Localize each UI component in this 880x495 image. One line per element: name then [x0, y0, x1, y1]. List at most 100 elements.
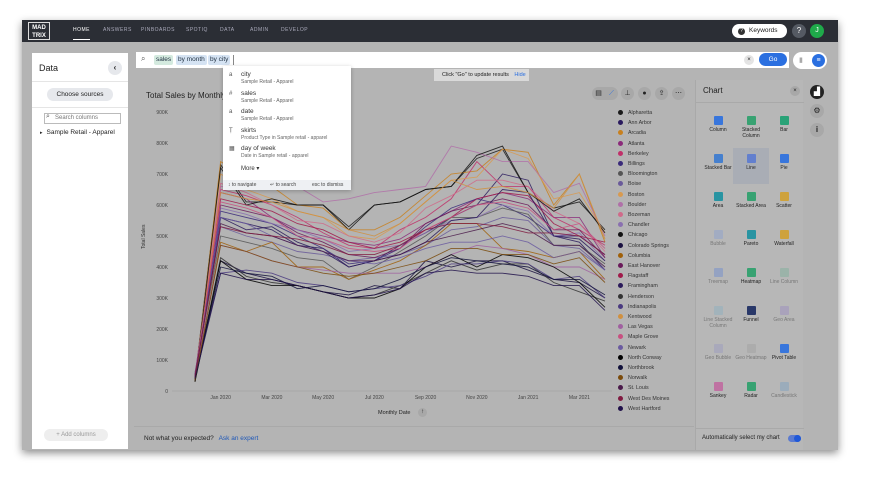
legend-item[interactable]: St. Louis — [618, 385, 649, 391]
series-line-colorado-springs[interactable] — [194, 260, 606, 378]
x-axis-title[interactable]: Monthly Date — [378, 410, 411, 416]
chart-type-geo-area[interactable]: Geo Area — [766, 300, 802, 336]
tree-item-sample-retail[interactable]: ▸ Sample Retail - Apparel — [40, 129, 115, 136]
nav-tab-spotiq[interactable]: SPOTIQ — [186, 27, 208, 33]
search-token-by-month[interactable]: by month — [176, 55, 207, 65]
search-columns-input[interactable]: Search columns — [44, 113, 121, 124]
clear-search-button[interactable]: × — [744, 55, 754, 65]
choose-sources-button[interactable]: Choose sources — [47, 88, 113, 101]
series-line-west-des-moines[interactable] — [194, 223, 606, 376]
chart-icon[interactable]: ▟ — [810, 85, 824, 99]
legend-item[interactable]: Newark — [618, 345, 646, 351]
chart-type-column[interactable]: Column — [700, 110, 736, 146]
legend-item[interactable]: Atlanta — [618, 141, 645, 147]
series-line-west-hartford[interactable] — [194, 269, 606, 379]
chart-type-stacked-column[interactable]: Stacked Column — [733, 110, 769, 146]
suggestion-sales[interactable]: # sales Sample Retail - Apparel — [229, 90, 294, 104]
legend-item[interactable]: Kentwood — [618, 314, 652, 320]
table-icon[interactable]: ▤ — [595, 90, 602, 97]
go-button[interactable]: Go — [759, 53, 787, 66]
more-suggestions-button[interactable]: More ▾ — [241, 166, 260, 172]
close-chart-panel-button[interactable]: × — [790, 86, 800, 96]
series-line-norwalk[interactable] — [194, 244, 606, 381]
legend-item[interactable]: Billings — [618, 161, 645, 167]
series-line-bloomington[interactable] — [194, 207, 606, 373]
chart-type-treemap[interactable]: Treemap — [700, 262, 736, 298]
chart-type-scatter[interactable]: Scatter — [766, 186, 802, 222]
line-chart-icon[interactable]: ⟋ — [609, 90, 614, 97]
series-line-st-louis[interactable] — [194, 222, 606, 378]
chart-type-radar[interactable]: Radar — [733, 376, 769, 412]
nav-tab-answers[interactable]: ANSWERS — [103, 27, 132, 33]
table-view-icon[interactable]: ≡ — [812, 54, 825, 67]
suggestion-city[interactable]: a city Sample Retail - Apparel — [229, 71, 294, 85]
help-button[interactable]: ? — [792, 24, 806, 38]
nav-tab-pinboards[interactable]: PINBOARDS — [141, 27, 175, 33]
auto-select-toggle[interactable] — [788, 435, 801, 442]
hide-tip-link[interactable]: Hide — [514, 72, 526, 78]
legend-item[interactable]: Indianapolis — [618, 304, 656, 310]
legend-item[interactable]: West Des Moines — [618, 396, 669, 402]
share-icon[interactable]: ⇪ — [655, 87, 668, 100]
view-toggle[interactable]: ▮ ≡ — [793, 52, 827, 69]
legend-item[interactable]: Ann Arbor — [618, 120, 652, 126]
legend-item[interactable]: Colorado Springs — [618, 243, 669, 249]
chart-type-line-column[interactable]: Line Column — [766, 262, 802, 298]
chart-type-line-stacked-column[interactable]: Line Stacked Column — [700, 300, 736, 336]
ask-expert-link[interactable]: Ask an expert — [218, 435, 259, 442]
legend-item[interactable]: Henderson — [618, 294, 654, 300]
chart-type-sankey[interactable]: Sankey — [700, 376, 736, 412]
chart-view-icon[interactable]: ▮ — [799, 57, 803, 64]
series-line-las-vegas[interactable] — [194, 244, 606, 376]
nav-tab-admin[interactable]: ADMIN — [250, 27, 269, 33]
legend-item[interactable]: Boulder — [618, 202, 646, 208]
search-token-sales[interactable]: sales — [154, 55, 174, 65]
avatar[interactable]: J — [810, 24, 824, 38]
legend-item[interactable]: West Hartford — [618, 406, 661, 412]
chart-type-pie[interactable]: Pie — [766, 148, 802, 184]
table-chart-switch[interactable] — [592, 87, 618, 100]
more-icon[interactable]: ⋯ — [672, 87, 685, 100]
series-line-berkeley[interactable] — [194, 160, 606, 381]
suggestion-date[interactable]: a date Sample Retail - Apparel — [229, 108, 294, 122]
legend-item[interactable]: East Hanover — [618, 263, 660, 269]
spotiq-icon[interactable]: ● — [638, 87, 651, 100]
legend-item[interactable]: Bloomington — [618, 171, 657, 177]
chart-type-heatmap[interactable]: Heatmap — [733, 262, 769, 298]
legend-item[interactable]: Chicago — [618, 232, 647, 238]
info-icon[interactable]: i — [810, 123, 824, 137]
legend-item[interactable]: Maple Grove — [618, 334, 658, 340]
add-columns-button[interactable]: + Add columns — [44, 429, 108, 441]
legend-item[interactable]: North Conway — [618, 355, 662, 361]
nav-tab-home[interactable]: HOME — [73, 27, 90, 40]
gear-icon[interactable]: ⚙ — [810, 104, 824, 118]
chart-type-stacked-bar[interactable]: Stacked Bar — [700, 148, 736, 184]
pin-icon[interactable]: ⊥ — [621, 87, 634, 100]
chart-type-geo-heatmap[interactable]: Geo Heatmap — [733, 338, 769, 374]
chart-type-waterfall[interactable]: Waterfall — [766, 224, 802, 260]
legend-item[interactable]: Northbrook — [618, 365, 654, 371]
chart-type-geo-bubble[interactable]: Geo Bubble — [700, 338, 736, 374]
chart-type-funnel[interactable]: Funnel — [733, 300, 769, 336]
series-line-boise[interactable] — [194, 216, 606, 376]
series-line-indianapolis[interactable] — [194, 260, 606, 375]
chart-type-bubble[interactable]: Bubble — [700, 224, 736, 260]
search-bar[interactable]: ⌕ sales by month by city — [136, 52, 789, 68]
legend-item[interactable]: Boston — [618, 192, 645, 198]
legend-item[interactable]: Alpharetta — [618, 110, 652, 116]
sort-icon[interactable]: ↑ — [418, 408, 427, 417]
series-line-columbia[interactable] — [194, 223, 606, 379]
series-line-northbrook[interactable] — [194, 257, 606, 379]
chart-type-candlestick[interactable]: Candlestick — [766, 376, 802, 412]
series-line-maple-grove[interactable] — [194, 201, 606, 378]
nav-tab-data[interactable]: DATA — [220, 27, 235, 33]
legend-item[interactable]: Bozeman — [618, 212, 650, 218]
chart-type-line[interactable]: Line — [733, 148, 769, 184]
chart-type-stacked-area[interactable]: Stacked Area — [733, 186, 769, 222]
legend-item[interactable]: Berkeley — [618, 151, 649, 157]
nav-tab-develop[interactable]: DEVELOP — [281, 27, 309, 33]
series-line-flagstaff[interactable] — [194, 192, 606, 378]
series-line-kentwood[interactable] — [194, 173, 606, 379]
chart-type-pareto[interactable]: Pareto — [733, 224, 769, 260]
